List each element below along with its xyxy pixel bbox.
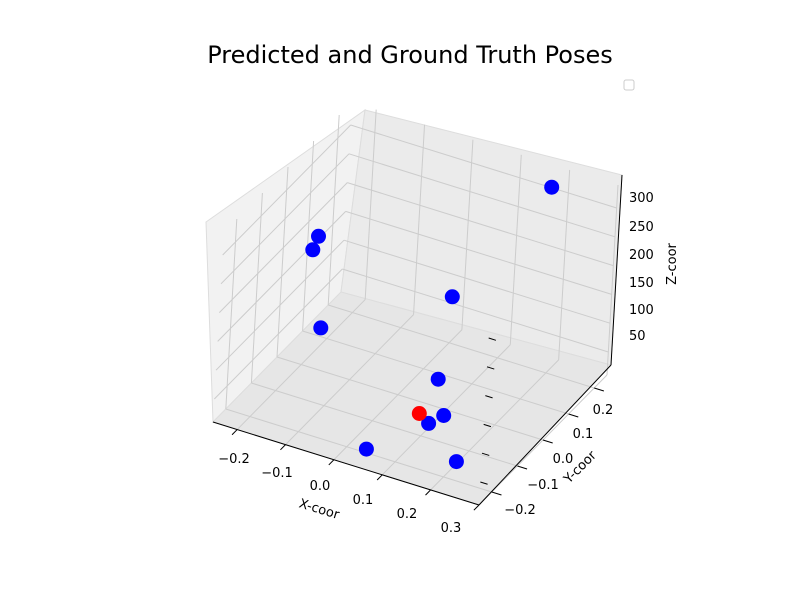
grid-line-x-wall — [413, 124, 426, 315]
data-point-blue — [544, 179, 560, 195]
x-tick-mark — [280, 444, 286, 451]
data-point-blue — [358, 441, 374, 457]
z-tick-label: 100 — [629, 303, 654, 318]
grid-line-y-wall — [250, 192, 263, 384]
grid-line-z-left — [215, 239, 345, 371]
data-point-blue — [448, 454, 464, 470]
grid-line-z-left — [220, 153, 350, 285]
grid-line-x-wall — [461, 139, 474, 330]
y-tick-label: 0.2 — [593, 403, 614, 418]
data-points — [305, 179, 560, 470]
axis-ticks — [231, 337, 605, 511]
z-tick-mark — [485, 395, 493, 399]
data-point-red — [411, 406, 427, 421]
grid-line-z-right — [347, 182, 614, 267]
data-point-blue — [311, 228, 326, 244]
x-tick-label: 0.3 — [441, 521, 462, 536]
y-tick-mark — [568, 413, 579, 418]
z-tick-mark — [483, 423, 492, 428]
grid-line-z-right — [343, 239, 611, 324]
z-tick-label: 150 — [629, 276, 654, 291]
y-tick-label: 0.1 — [573, 427, 594, 442]
grid-line-y-wall — [302, 140, 315, 332]
grid-line-y-floor — [276, 356, 544, 441]
grid-line-x-wall — [606, 184, 619, 376]
x-tick-mark — [425, 489, 431, 496]
grid-line-y-wall — [225, 218, 238, 410]
z-tick-mark — [481, 452, 490, 456]
grid-line-z-right — [345, 210, 612, 295]
x-tick-label: 0.2 — [397, 507, 418, 522]
y-tick-mark — [491, 491, 502, 496]
y-tick-label: −0.1 — [527, 478, 559, 493]
grid-line-x-wall — [364, 109, 377, 300]
y-tick-label: −0.2 — [504, 503, 536, 518]
grid-line-x-wall — [509, 154, 522, 345]
grid-line-y-floor — [328, 304, 595, 389]
y-tick-mark — [542, 439, 553, 444]
legend-box — [623, 79, 635, 91]
data-point-blue — [421, 415, 437, 431]
x-axis-line — [212, 421, 480, 506]
y-tick-label: 0.0 — [553, 452, 574, 467]
chart-title: Predicted and Ground Truth Poses — [207, 41, 613, 69]
x-tick-mark — [328, 459, 335, 466]
z-tick-label: 250 — [629, 220, 654, 235]
z-tick-mark — [486, 366, 495, 370]
grid-line-z-right — [348, 153, 616, 238]
grid-line-z-left — [213, 268, 343, 400]
z-tick-label: 300 — [629, 191, 654, 206]
z-tick-label: 200 — [629, 248, 654, 263]
grid-line-z-left — [218, 182, 348, 313]
y-tick-mark — [517, 465, 528, 470]
grid-line-y-wall — [327, 114, 340, 306]
grid-line-y-floor — [225, 408, 492, 493]
data-point-blue — [436, 408, 452, 423]
x-axis-label: X-coor — [297, 496, 342, 523]
z-tick-mark — [488, 337, 497, 341]
x-tick-label: 0.0 — [310, 479, 331, 494]
grid-line-x-wall — [558, 169, 571, 360]
x-tick-label: −0.2 — [218, 452, 250, 467]
data-point-blue — [305, 242, 321, 258]
x-tick-mark — [376, 474, 383, 481]
data-point-blue — [313, 320, 329, 336]
x-tick-mark — [473, 504, 480, 511]
x-tick-label: −0.1 — [261, 466, 293, 481]
data-point-blue — [430, 371, 446, 387]
grid-line-y-floor — [251, 382, 518, 467]
y-axis-line — [478, 364, 612, 506]
grid-line-y-wall — [276, 166, 289, 358]
z-tick-label: 50 — [629, 329, 646, 344]
z-axis-label: Z-coor — [665, 242, 680, 284]
z-tick-mark — [480, 481, 488, 485]
x-tick-label: 0.1 — [353, 493, 374, 508]
z-axis-line — [610, 174, 623, 366]
grid-line-z-right — [350, 124, 617, 209]
grid-line-z-right — [342, 268, 609, 353]
y-tick-mark — [594, 387, 605, 392]
grid-line-z-left — [222, 124, 352, 256]
x-tick-mark — [231, 429, 238, 436]
data-point-blue — [444, 289, 460, 305]
